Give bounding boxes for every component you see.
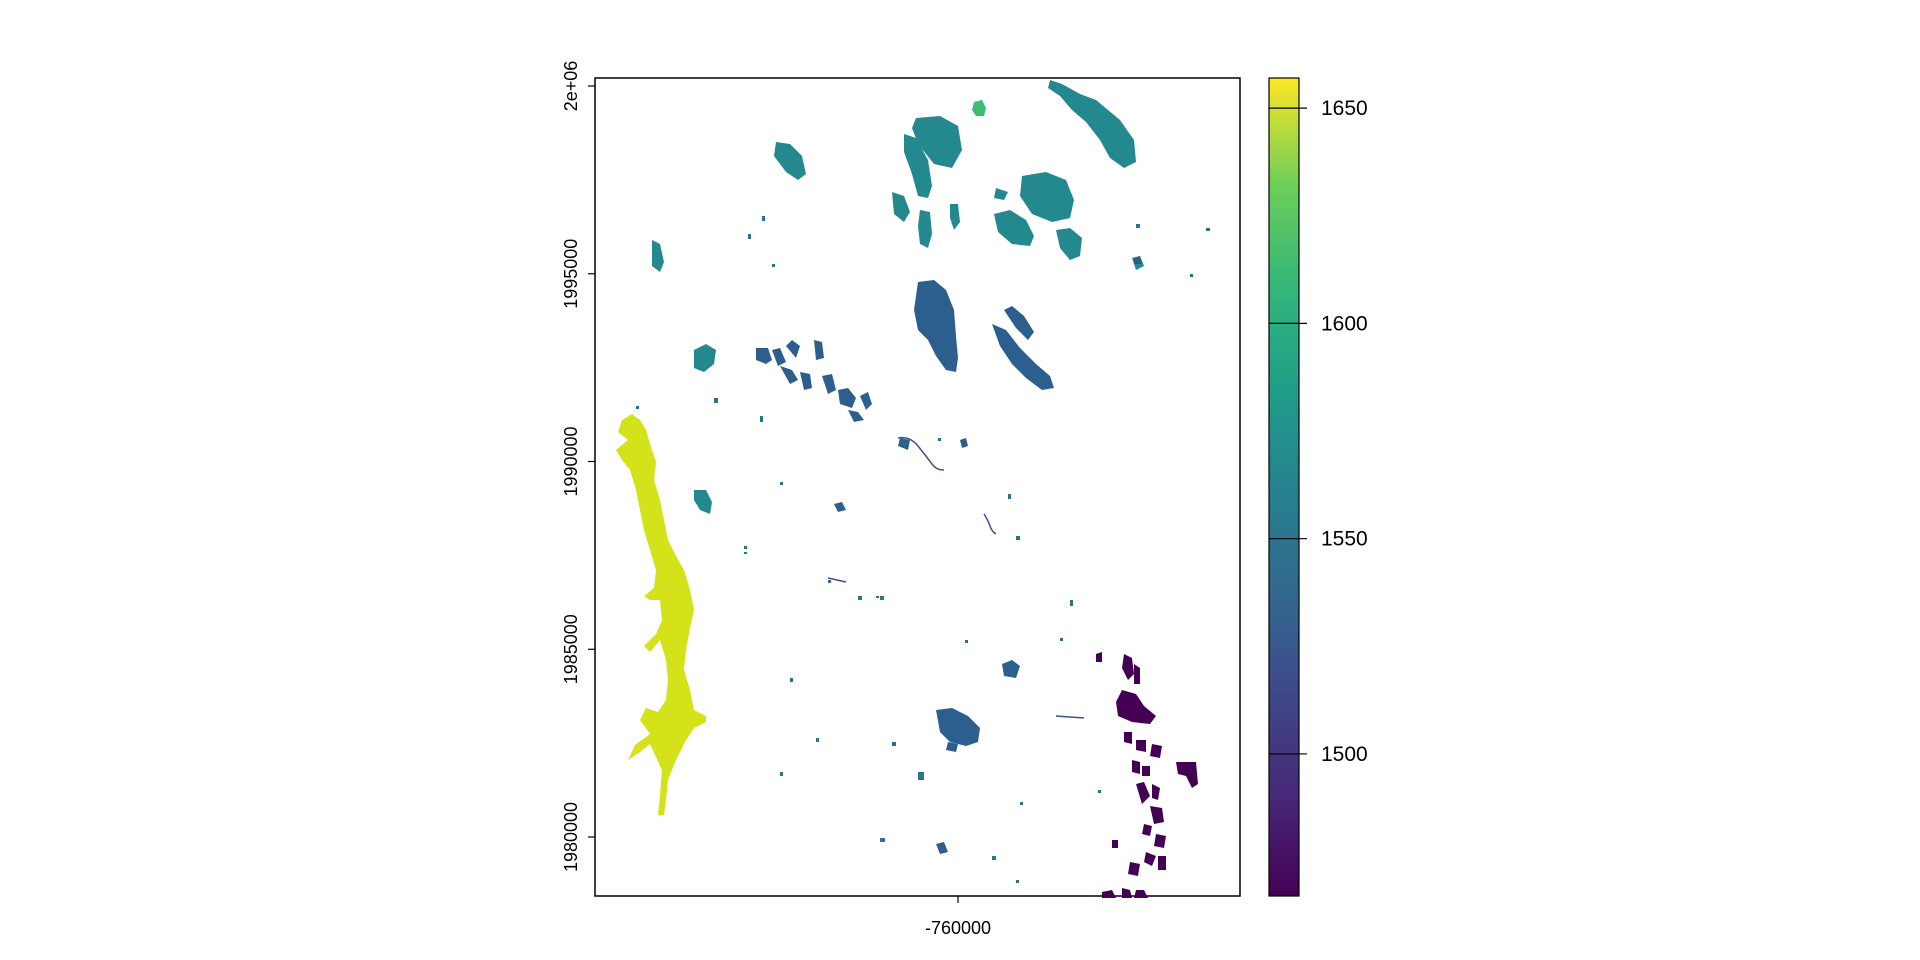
colorbar-tick-label: 1500 xyxy=(1321,743,1368,766)
colorbar-ticks: 1650 1600 1550 1500 xyxy=(1269,97,1368,766)
y-tick-label: 2e+06 xyxy=(561,61,581,112)
x-tick-label: -760000 xyxy=(925,918,991,938)
small-features xyxy=(636,216,1210,883)
y-tick-label: 1985000 xyxy=(561,614,581,684)
colorbar xyxy=(1268,77,1300,897)
colorbar-tick-label: 1650 xyxy=(1321,97,1368,120)
y-tick-label: 1990000 xyxy=(561,426,581,496)
colorbar-tick-label: 1550 xyxy=(1321,528,1368,551)
teal-lakes xyxy=(652,80,1144,514)
purple-lakes xyxy=(1096,652,1198,898)
blue-lakes xyxy=(756,256,1142,854)
plot-frame xyxy=(594,77,1241,897)
large-lake xyxy=(616,414,706,815)
y-tick-label: 1980000 xyxy=(561,802,581,872)
colorbar-tick-label: 1600 xyxy=(1321,312,1368,335)
y-axis: 2e+06 1995000 1990000 1985000 1980000 xyxy=(561,61,595,872)
x-axis: -760000 xyxy=(925,896,991,938)
green-lake xyxy=(972,100,986,116)
streams xyxy=(827,436,1085,719)
y-tick-label: 1995000 xyxy=(561,239,581,309)
